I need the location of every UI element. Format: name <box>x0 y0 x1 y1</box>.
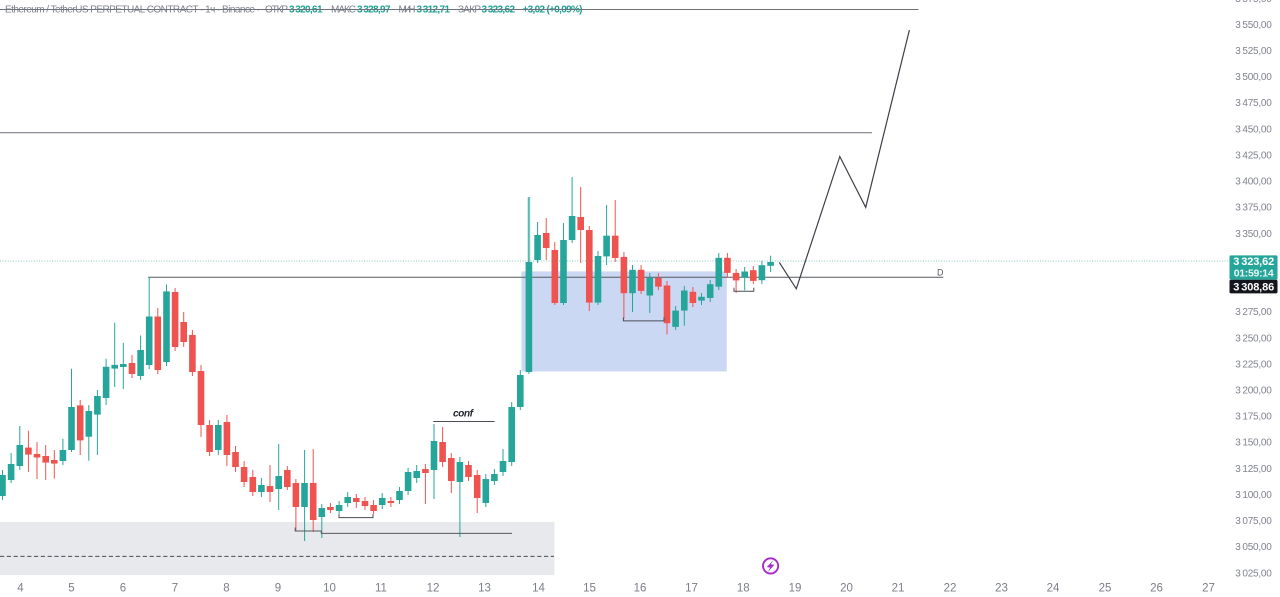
svg-text:D: D <box>937 268 944 278</box>
svg-text:27: 27 <box>1202 583 1215 595</box>
svg-text:22: 22 <box>944 583 957 595</box>
svg-text:3 575,00: 3 575,00 <box>1235 0 1272 5</box>
svg-text:3 500,00: 3 500,00 <box>1235 72 1272 83</box>
svg-text:5: 5 <box>68 583 74 595</box>
svg-text:conf: conf <box>453 408 475 419</box>
svg-text:24: 24 <box>1047 583 1060 595</box>
svg-text:3 350,00: 3 350,00 <box>1235 229 1272 240</box>
svg-text:9: 9 <box>275 583 281 595</box>
svg-text:3 550,00: 3 550,00 <box>1235 20 1272 31</box>
svg-text:10: 10 <box>323 583 336 595</box>
svg-text:4: 4 <box>17 583 24 595</box>
svg-text:15: 15 <box>583 583 596 595</box>
svg-text:11: 11 <box>375 583 387 595</box>
svg-text:20: 20 <box>840 583 853 595</box>
svg-text:3 250,00: 3 250,00 <box>1235 333 1272 344</box>
svg-text:12: 12 <box>427 583 440 595</box>
svg-text:3 150,00: 3 150,00 <box>1235 438 1272 449</box>
svg-text:3 375,00: 3 375,00 <box>1235 203 1272 214</box>
svg-text:01:59:14: 01:59:14 <box>1234 268 1274 280</box>
svg-text:14: 14 <box>532 583 545 595</box>
svg-text:3 100,00: 3 100,00 <box>1235 490 1272 501</box>
svg-text:17: 17 <box>685 583 698 595</box>
svg-text:3 475,00: 3 475,00 <box>1235 98 1272 109</box>
svg-text:3 050,00: 3 050,00 <box>1235 542 1272 553</box>
svg-text:3 425,00: 3 425,00 <box>1235 151 1272 162</box>
svg-text:3 200,00: 3 200,00 <box>1235 386 1272 397</box>
svg-text:7: 7 <box>172 583 178 595</box>
svg-text:3 225,00: 3 225,00 <box>1235 359 1272 370</box>
svg-text:23: 23 <box>995 583 1008 595</box>
svg-text:3 308,86: 3 308,86 <box>1233 281 1274 293</box>
svg-text:6: 6 <box>120 583 126 595</box>
svg-text:21: 21 <box>892 583 905 595</box>
svg-text:3 525,00: 3 525,00 <box>1235 46 1272 57</box>
svg-text:3 125,00: 3 125,00 <box>1235 464 1272 475</box>
svg-text:16: 16 <box>634 583 647 595</box>
svg-text:3 075,00: 3 075,00 <box>1235 516 1272 527</box>
svg-text:3 400,00: 3 400,00 <box>1235 177 1272 188</box>
svg-text:3 275,00: 3 275,00 <box>1235 307 1272 318</box>
svg-text:3 025,00: 3 025,00 <box>1235 568 1272 579</box>
svg-text:3 175,00: 3 175,00 <box>1235 412 1272 423</box>
svg-text:25: 25 <box>1099 583 1112 595</box>
svg-text:18: 18 <box>737 583 750 595</box>
svg-text:3 323,62: 3 323,62 <box>1233 256 1274 268</box>
svg-text:26: 26 <box>1150 583 1163 595</box>
svg-text:13: 13 <box>478 583 491 595</box>
svg-text:19: 19 <box>789 583 802 595</box>
svg-text:8: 8 <box>223 583 229 595</box>
svg-text:3 450,00: 3 450,00 <box>1235 124 1272 135</box>
